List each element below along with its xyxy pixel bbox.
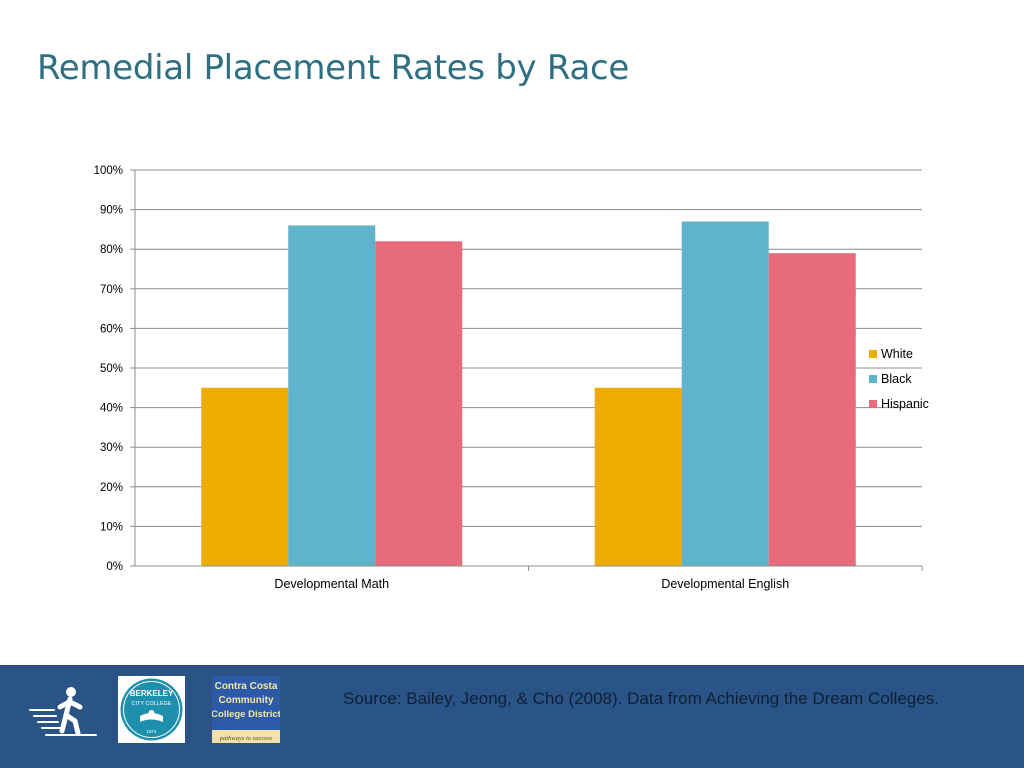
bar-white <box>594 387 682 566</box>
bar-hispanic <box>375 241 463 566</box>
x-tick-label: Developmental Math <box>274 577 389 591</box>
legend-label-hispanic: Hispanic <box>881 397 929 411</box>
y-tick-label: 100% <box>94 165 123 177</box>
axes: 0% 10% 20% 30% 40% 50% 60% 70% 80% 90% 100% Develop… <box>94 165 923 591</box>
bar-black <box>288 225 376 566</box>
y-tick-label: 30% <box>100 442 123 454</box>
y-tick-label: 90% <box>100 205 123 217</box>
slide-title: Remedial Placement Rates by Race <box>37 48 630 88</box>
y-tick-label: 20% <box>100 482 123 494</box>
bar-black <box>681 221 769 567</box>
svg-text:BERKELEY: BERKELEY <box>130 689 174 698</box>
footer-bar: BERKELEY CITY COLLEGE 1974 Contra Costa … <box>0 665 1024 768</box>
svg-text:CITY COLLEGE: CITY COLLEGE <box>132 701 172 707</box>
berkeley-city-college-logo: BERKELEY CITY COLLEGE 1974 <box>118 676 185 743</box>
y-tick-label: 10% <box>100 521 123 533</box>
svg-text:Contra Costa: Contra Costa <box>215 681 278 692</box>
legend-label-black: Black <box>881 372 912 386</box>
y-tick-label: 0% <box>106 561 123 573</box>
source-citation: Source: Bailey, Jeong, & Cho (2008). Dat… <box>343 689 939 708</box>
bar-chart: 0% 10% 20% 30% 40% 50% 60% 70% 80% 90% 100% Develop… <box>94 165 929 591</box>
y-tick-label: 40% <box>100 403 123 415</box>
legend-swatch-hispanic <box>869 400 877 408</box>
bar-hispanic <box>768 253 856 566</box>
y-tick-label: 80% <box>100 244 123 256</box>
svg-text:1974: 1974 <box>146 729 157 734</box>
y-tick-label: 60% <box>100 323 123 335</box>
y-tick-label: 50% <box>100 363 123 375</box>
person-walking-icon <box>29 687 97 736</box>
contra-costa-tagline: pathways to success <box>212 730 280 743</box>
bar-white <box>201 387 289 566</box>
x-tick-label: Developmental English <box>661 577 789 591</box>
bars <box>201 221 856 567</box>
legend-label-white: White <box>881 347 913 361</box>
legend: White Black Hispanic <box>869 347 929 411</box>
y-tick-label: 70% <box>100 284 123 296</box>
legend-swatch-white <box>869 350 877 358</box>
svg-text:pathways to success: pathways to success <box>219 735 273 742</box>
legend-swatch-black <box>869 375 877 383</box>
svg-text:College District: College District <box>212 709 280 720</box>
svg-text:Community: Community <box>219 695 274 706</box>
